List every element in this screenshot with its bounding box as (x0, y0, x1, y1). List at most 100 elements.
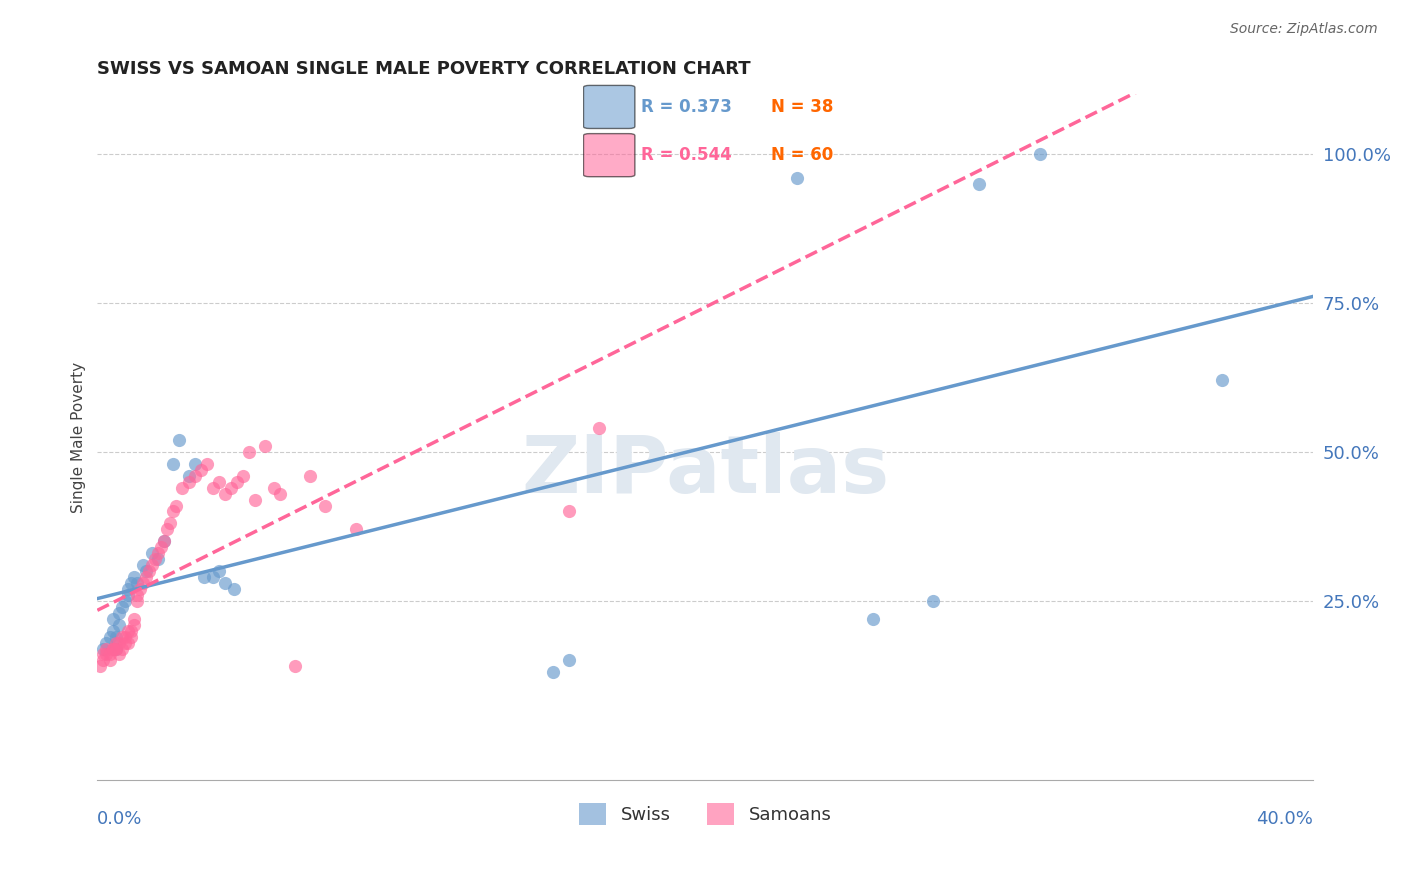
Point (299, 468, 322, 483)
Point (107, 617, 129, 632)
Point (183, 468, 205, 483)
Point (588, 421, 610, 435)
Point (190, 463, 212, 477)
Point (138, 564, 160, 578)
Point (104, 630, 127, 644)
FancyBboxPatch shape (583, 86, 636, 128)
Point (201, 570, 224, 584)
Text: SWISS VS SAMOAN SINGLE MALE POVERTY CORRELATION CHART: SWISS VS SAMOAN SINGLE MALE POVERTY CORR… (97, 60, 751, 78)
Point (114, 594, 136, 608)
Point (226, 475, 249, 489)
Point (141, 546, 163, 560)
Point (125, 588, 148, 602)
Point (214, 486, 236, 500)
Point (141, 558, 163, 573)
Point (117, 624, 139, 638)
Point (120, 624, 142, 638)
Point (219, 481, 242, 495)
Point (96, 635, 118, 649)
Point (146, 552, 169, 566)
Point (125, 576, 148, 591)
Point (162, 457, 184, 471)
Point (238, 445, 260, 459)
Point (122, 612, 145, 626)
Text: Source: ZipAtlas.com: Source: ZipAtlas.com (1230, 22, 1378, 37)
FancyBboxPatch shape (583, 134, 636, 177)
Point (93, 653, 115, 667)
Point (263, 481, 285, 495)
Point (93, 648, 115, 662)
Point (101, 624, 124, 638)
Text: N = 60: N = 60 (770, 146, 834, 164)
Point (284, 659, 307, 673)
Point (232, 468, 254, 483)
Point (107, 606, 129, 620)
Point (195, 457, 218, 471)
Text: 40.0%: 40.0% (1257, 810, 1313, 828)
Point (150, 541, 173, 555)
Point (104, 641, 127, 656)
Point (557, 504, 579, 518)
Point (967, 177, 990, 191)
Point (165, 499, 187, 513)
Point (786, 170, 808, 185)
Point (107, 648, 129, 662)
Point (201, 481, 224, 495)
Point (183, 457, 205, 471)
Point (117, 635, 139, 649)
Point (120, 630, 142, 644)
Point (159, 516, 181, 531)
Point (132, 558, 155, 573)
Point (89, 659, 111, 673)
Point (269, 486, 291, 500)
Point (314, 499, 336, 513)
Point (224, 582, 246, 596)
Point (93, 641, 115, 656)
Text: N = 38: N = 38 (770, 98, 834, 116)
Point (117, 588, 139, 602)
Point (132, 576, 155, 591)
Point (98, 653, 121, 667)
Point (208, 475, 231, 489)
Point (146, 546, 169, 560)
Point (122, 570, 145, 584)
Point (1028, 147, 1050, 161)
Point (104, 641, 127, 656)
Text: ZIPatlas: ZIPatlas (522, 433, 890, 510)
Point (1211, 373, 1233, 387)
Text: 0.0%: 0.0% (97, 810, 143, 828)
Point (101, 641, 124, 656)
Point (101, 612, 124, 626)
Point (125, 594, 148, 608)
Point (101, 641, 124, 656)
Point (862, 612, 884, 626)
Point (135, 570, 157, 584)
Text: R = 0.544: R = 0.544 (641, 146, 731, 164)
Point (922, 594, 945, 608)
Point (96, 641, 118, 656)
Point (111, 641, 134, 656)
Point (172, 481, 194, 495)
Text: R = 0.373: R = 0.373 (641, 98, 731, 116)
Legend: Swiss, Samoans: Swiss, Samoans (572, 796, 838, 832)
Point (177, 475, 200, 489)
Point (253, 439, 276, 453)
Y-axis label: Single Male Poverty: Single Male Poverty (72, 361, 86, 513)
Point (543, 665, 565, 680)
Point (122, 617, 145, 632)
Point (162, 504, 184, 518)
Point (114, 635, 136, 649)
Point (104, 635, 127, 649)
Point (245, 492, 267, 507)
Point (98, 630, 121, 644)
Point (96, 648, 118, 662)
Point (114, 630, 136, 644)
Point (153, 534, 176, 549)
Point (117, 582, 139, 596)
Point (153, 534, 176, 549)
Point (557, 653, 579, 667)
Point (111, 599, 134, 614)
Point (177, 468, 200, 483)
Point (193, 570, 215, 584)
Point (344, 522, 367, 536)
